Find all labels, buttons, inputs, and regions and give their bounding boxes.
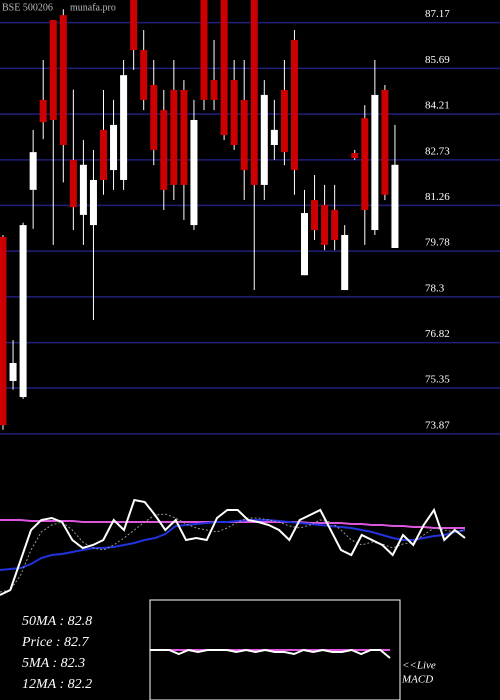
candle-body: [150, 85, 158, 150]
candle-body: [170, 89, 178, 185]
candle-body: [130, 0, 138, 51]
candle-body: [280, 89, 288, 153]
y-tick-label: 76.82: [425, 328, 450, 340]
candle-body: [89, 179, 97, 226]
macd-label: MACD: [401, 674, 433, 686]
candle-body: [290, 39, 298, 171]
y-tick-label: 82.73: [425, 145, 450, 157]
candle-body: [351, 153, 359, 159]
stat: 50MA : 82.8: [22, 614, 92, 629]
y-tick-label: 75.35: [425, 374, 450, 386]
candle-body: [19, 225, 27, 398]
candle-body: [220, 0, 228, 136]
candle-body: [250, 0, 258, 185]
candle-body: [391, 164, 399, 248]
candle-body: [39, 99, 47, 123]
candle-body: [260, 94, 268, 185]
stat: 12MA : 82.2: [22, 677, 92, 692]
candle-body: [160, 110, 168, 190]
candle-body: [321, 205, 329, 245]
candle-body: [301, 213, 308, 276]
stat: 5MA : 82.3: [22, 656, 85, 671]
indicator-line: [0, 519, 466, 571]
candle-body: [270, 129, 278, 146]
macd-label: <<Live: [402, 660, 436, 672]
y-tick-label: 87.17: [425, 8, 450, 20]
y-tick-label: 73.87: [425, 419, 450, 431]
candle-body: [240, 99, 248, 171]
candle-body: [230, 80, 238, 146]
candle-body: [311, 200, 319, 231]
candle-body: [331, 209, 339, 240]
indicator-line: [0, 498, 466, 596]
candle-body: [381, 89, 389, 195]
indicator-line: [150, 648, 391, 659]
candle-body: [371, 94, 379, 231]
y-tick-label: 79.78: [425, 237, 450, 249]
candle-body: [210, 80, 218, 100]
candle-body: [79, 164, 87, 215]
candle-body: [120, 75, 128, 180]
y-tick-label: 84.21: [425, 100, 450, 112]
candle-body: [9, 363, 17, 381]
candle-body: [190, 119, 198, 226]
indicator-line: [0, 513, 466, 593]
y-tick-label: 85.69: [425, 54, 450, 66]
candle-body: [100, 129, 107, 180]
candle-body: [59, 15, 67, 146]
candle-body: [110, 124, 118, 171]
y-tick-label: 78.3: [425, 282, 445, 294]
candle-body: [69, 159, 77, 208]
chart-title: BSE 500206: [2, 2, 53, 13]
chart-subtitle: munafa.pro: [70, 2, 116, 13]
candle-body: [200, 0, 208, 100]
candle-body: [361, 118, 369, 210]
candle-body: [0, 236, 7, 426]
stat: Price : 82.7: [21, 635, 89, 650]
candle-body: [29, 152, 37, 190]
candle-body: [49, 20, 57, 120]
candle-body: [140, 50, 148, 100]
candle-body: [180, 89, 188, 185]
y-tick-label: 81.26: [425, 191, 450, 203]
candle-body: [341, 235, 349, 291]
